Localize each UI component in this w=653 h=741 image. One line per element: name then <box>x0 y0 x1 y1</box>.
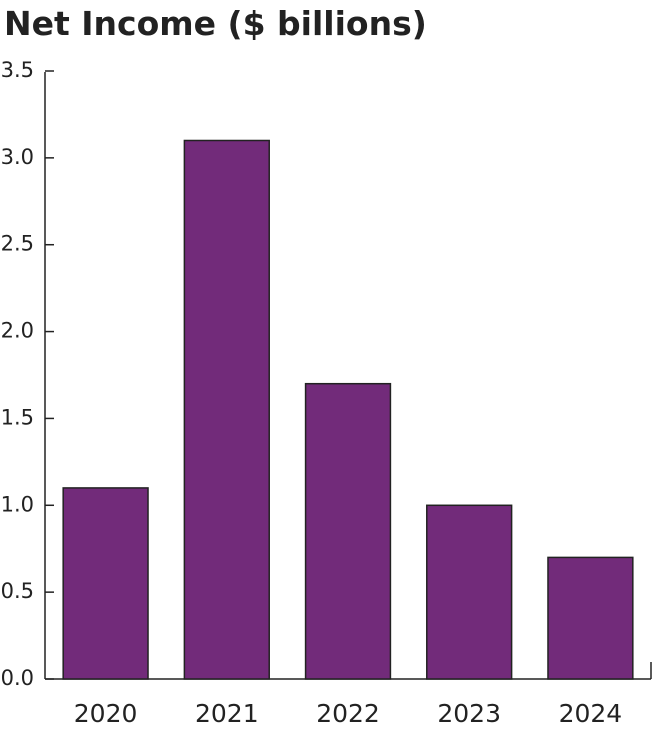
x-tick-label: 2021 <box>195 699 259 728</box>
bar <box>547 556 634 680</box>
x-tick-label: 2023 <box>437 699 501 728</box>
x-tick-label: 2022 <box>316 699 380 728</box>
x-tick-label: 2024 <box>559 699 623 728</box>
bar <box>304 382 392 680</box>
bar <box>183 139 270 680</box>
y-tick-label: 1.0 <box>1 492 34 516</box>
bar <box>62 487 149 680</box>
bar <box>426 504 513 680</box>
y-tick-label: 2.0 <box>1 319 34 343</box>
y-tick-label: 3.0 <box>1 145 34 169</box>
chart-title: Net Income ($ billions) <box>4 4 427 43</box>
y-tick-label: 1.5 <box>1 405 34 429</box>
y-tick-label: 0.5 <box>1 579 34 603</box>
x-tick-label: 2020 <box>74 699 138 728</box>
y-tick-label: 2.5 <box>1 232 34 256</box>
y-tick-label: 0.0 <box>1 666 34 690</box>
y-tick-label: 3.5 <box>1 58 34 82</box>
